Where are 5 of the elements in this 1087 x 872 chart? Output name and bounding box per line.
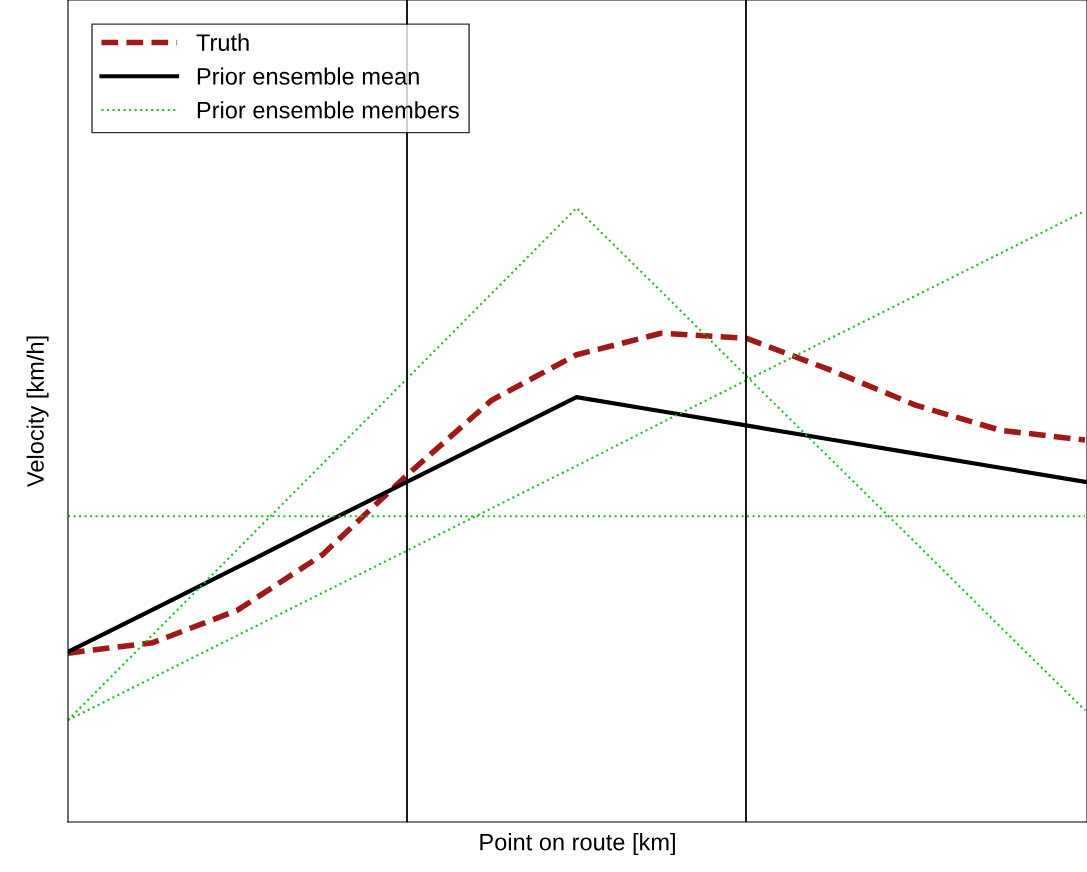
legend-label: Truth xyxy=(196,33,249,51)
legend-label: Prior ensemble members xyxy=(197,101,459,119)
legend-label: Prior ensemble mean xyxy=(197,67,419,85)
x-axis-title: Point on route [km] xyxy=(480,833,675,856)
y-axis-title: Velocity [km/h] xyxy=(26,336,49,487)
